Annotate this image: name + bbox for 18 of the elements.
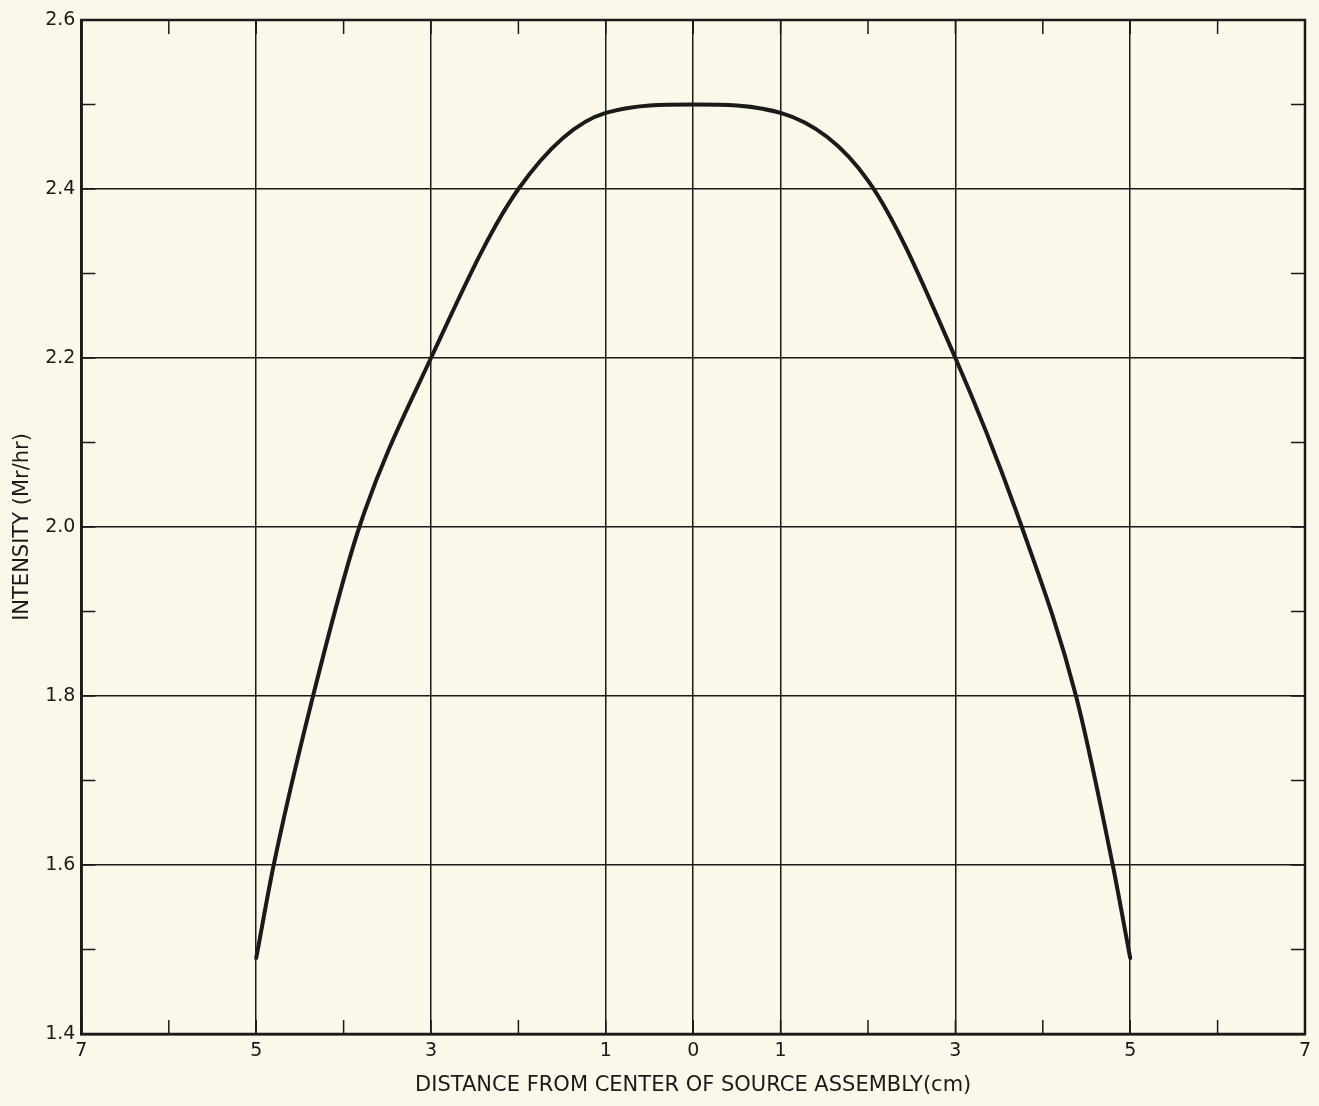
x-tick-label: 5: [1124, 1038, 1137, 1061]
x-tick-label: 3: [424, 1038, 438, 1061]
x-tick-label: 0: [687, 1038, 700, 1061]
x-tick-label: 1: [599, 1038, 612, 1061]
y-axis-title: INTENSITY (Mr/hr): [9, 433, 34, 621]
x-tick-label: 7: [75, 1038, 88, 1061]
y-tick-label: 2.2: [45, 344, 76, 367]
y-tick-label: 2.0: [45, 513, 76, 536]
x-tick-label: 1: [774, 1038, 787, 1061]
y-tick-label: 1.6: [45, 851, 76, 874]
y-tick-label: 1.4: [45, 1020, 76, 1043]
x-tick-label: 3: [949, 1038, 962, 1061]
y-tick-label: 2.4: [45, 175, 76, 198]
x-tick-label: 5: [250, 1038, 263, 1061]
x-tick-label: 7: [1298, 1038, 1312, 1061]
x-axis-title: DISTANCE FROM CENTER OF SOURCE ASSEMBLY(cm): [415, 1071, 972, 1096]
y-tick-label: 2.6: [45, 6, 76, 29]
y-tick-label: 1.8: [45, 682, 76, 705]
